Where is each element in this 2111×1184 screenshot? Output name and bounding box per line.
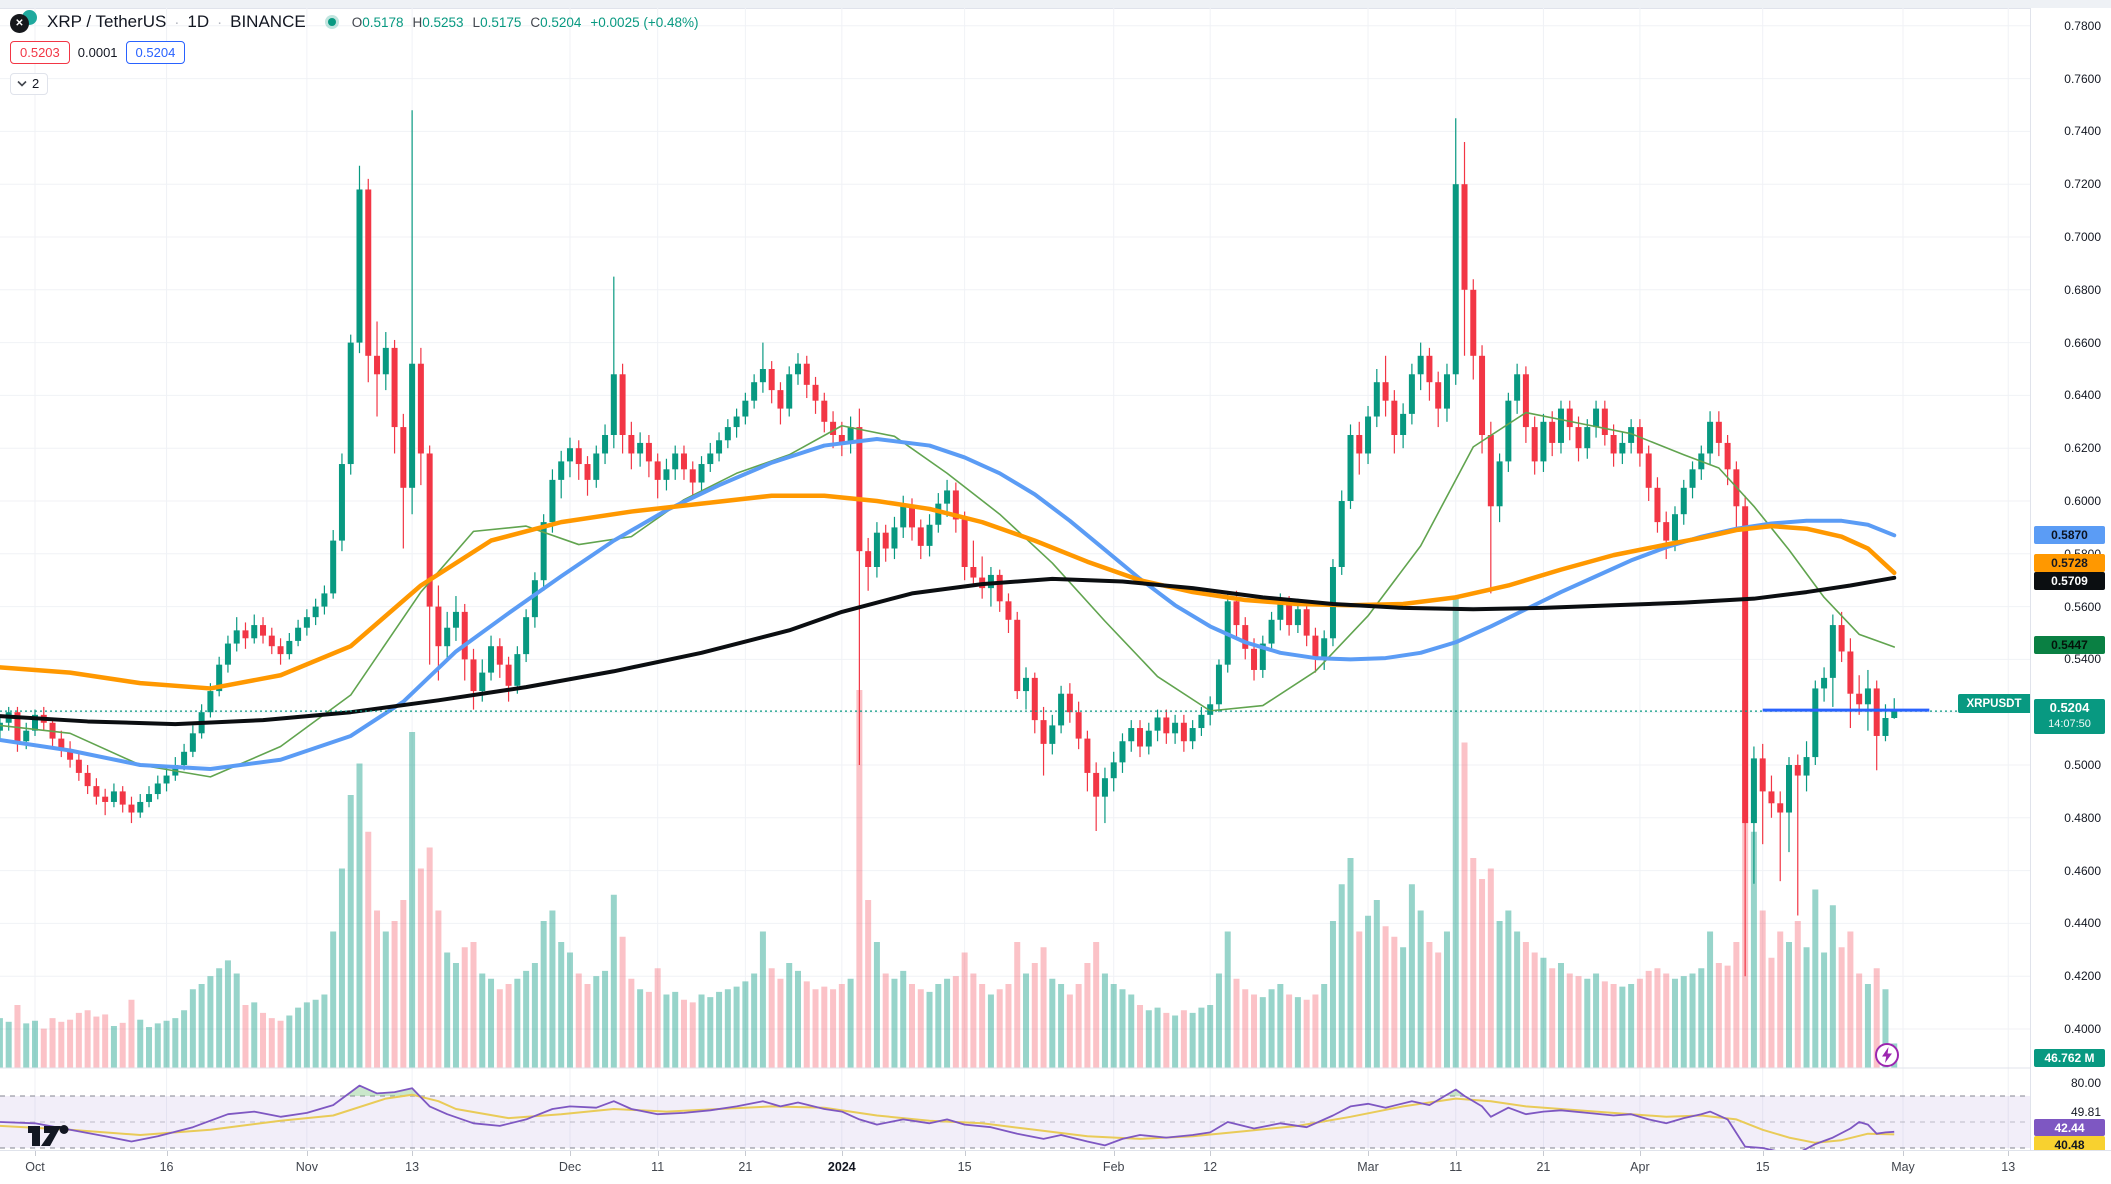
symbol-title[interactable]: XRP / TetherUS (47, 12, 167, 31)
chart-pane[interactable] (0, 0, 2030, 1150)
time-tick: 15 (957, 1160, 972, 1174)
ma-blue-label: 0.5870 (2034, 526, 2105, 544)
price-tick: 0.7000 (2064, 230, 2101, 244)
time-tick: Mar (1357, 1160, 1379, 1174)
price-tick: 0.6400 (2064, 388, 2101, 403)
price-tick: 0.6000 (2064, 494, 2101, 508)
time-tick: Feb (1102, 1160, 1125, 1174)
time-tick: Apr (1630, 1160, 1650, 1174)
price-tick: 0.7400 (2064, 124, 2101, 139)
time-tick: 21 (738, 1160, 753, 1174)
price-scale[interactable]: 0.4000 0.4200 0.4400 0.4600 0.4800 0.5000 0.52… (2030, 8, 2111, 1153)
time-tick: 13 (2001, 1160, 2016, 1174)
rsi-ma-value-label: 40.48 (2034, 1136, 2105, 1153)
tradingview-logo[interactable] (22, 1120, 80, 1157)
time-tick: May (1891, 1160, 1915, 1174)
time-tick: 15 (1755, 1160, 1770, 1174)
price-tick: 0.5000 (2064, 758, 2101, 772)
spread-value: 0.0001 (77, 45, 118, 60)
price-tick: 0.7800 (2064, 18, 2101, 33)
sell-price-button[interactable]: 0.5203 (10, 41, 70, 64)
buy-price-button[interactable]: 0.5204 (125, 41, 186, 64)
price-tick: 0.4200 (2064, 969, 2101, 984)
separator-dot: · (217, 13, 223, 31)
time-tick: 11 (651, 1160, 665, 1174)
price-tick: 0.4800 (2064, 810, 2101, 825)
indicators-collapse-button[interactable]: 2 (10, 73, 49, 95)
time-tick: 21 (1536, 1160, 1551, 1174)
price-tick: 0.4000 (2064, 1022, 2101, 1036)
ma-black-label: 0.5709 (2034, 572, 2105, 590)
price-tick: 0.6800 (2064, 282, 2101, 297)
exchange-label[interactable]: BINANCE (230, 12, 306, 31)
time-tick: Dec (558, 1160, 582, 1174)
chevron-down-icon (17, 80, 27, 87)
time-tick: Nov (295, 1160, 318, 1174)
time-tick: 13 (405, 1160, 420, 1174)
price-tick: 0.5600 (2064, 599, 2101, 614)
volume-value-label: 46.762 M (2034, 1049, 2105, 1067)
time-tick: 11 (1449, 1160, 1463, 1174)
price-tick: 0.6200 (2064, 441, 2101, 456)
price-tick: 0.7200 (2064, 177, 2101, 192)
candle-countdown: 14:07:50 (2048, 718, 2091, 730)
last-price-label: 0.5204 14:07:50 (2034, 699, 2105, 734)
last-price-symbol-tag: XRPUSDT (1958, 694, 2030, 713)
separator-dot: · (174, 13, 180, 31)
price-tick: 0.7600 (2064, 71, 2101, 86)
time-scale[interactable]: Oct 16 Nov 13 Dec 11 21 2024 15 Feb 12 Mar 11 21 Apr 15… (0, 1150, 2111, 1184)
price-tick: 0.5400 (2064, 652, 2101, 667)
price-tick: 0.6600 (2064, 335, 2101, 350)
interval-label[interactable]: 1D (187, 12, 210, 31)
ma-green-label: 0.5447 (2034, 636, 2105, 654)
rsi-tick: 80.00 (2070, 1076, 2101, 1090)
top-toolbar-edge (0, 0, 2111, 9)
price-tick: 0.4600 (2064, 863, 2101, 878)
market-open-icon[interactable] (324, 15, 339, 29)
symbol-logo-icon: ✕ (10, 10, 40, 34)
change-readout: +0.0025 (+0.48%) (590, 14, 699, 30)
time-tick: 16 (159, 1160, 174, 1174)
chart-legend: ✕ XRP / TetherUS · 1D · BINANCE O0.5178 … (10, 10, 699, 95)
lightning-icon[interactable] (1872, 1040, 1902, 1070)
time-tick: 2024 (827, 1160, 856, 1174)
rsi-tick: 49.81 (2070, 1105, 2101, 1119)
ohlc-readout: O0.5178 H0.5253 L0.5175 C0.5204 +0.0025 … (351, 14, 699, 30)
price-tick: 0.4400 (2064, 916, 2101, 931)
time-tick: Oct (25, 1160, 45, 1174)
time-tick: 12 (1203, 1160, 1218, 1174)
rsi-value-label: 42.44 (2034, 1119, 2105, 1136)
ma-orange-label: 0.5728 (2034, 554, 2105, 572)
